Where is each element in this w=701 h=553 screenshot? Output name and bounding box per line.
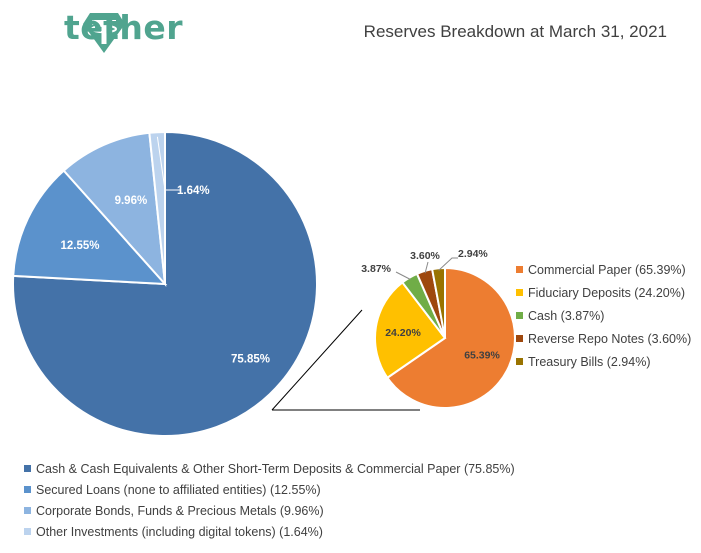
slice-data-label: 12.55%	[60, 240, 99, 252]
legend-swatch	[516, 312, 523, 319]
legend-item: Commercial Paper (65.39%)	[516, 258, 691, 281]
legend-label: Other Investments (including digital tok…	[36, 524, 323, 539]
legend-label: Commercial Paper (65.39%)	[528, 262, 686, 277]
legend-item: Corporate Bonds, Funds & Precious Metals…	[24, 500, 515, 521]
slice-data-label: 75.85%	[231, 354, 270, 366]
cash-breakdown-pie: 65.39% 24.20% 3.87% 3.60% 2.94%	[361, 248, 516, 409]
legend-label: Fiduciary Deposits (24.20%)	[528, 285, 686, 300]
legend-item: Treasury Bills (2.94%)	[516, 350, 691, 373]
legend-item: Cash & Cash Equivalents & Other Short-Te…	[24, 458, 515, 479]
legend-item: Fiduciary Deposits (24.20%)	[516, 281, 691, 304]
legend-swatch	[516, 358, 523, 365]
pie-slice	[374, 281, 447, 380]
pie-connector-lines	[271, 309, 420, 411]
slice-data-label: 2.94%	[458, 248, 488, 260]
slice-data-label: 65.39%	[464, 349, 500, 361]
label-leader-line	[438, 257, 458, 271]
pie-slice	[430, 266, 446, 339]
slice-data-label: 3.60%	[410, 250, 440, 262]
legend-label: Cash (3.87%)	[528, 308, 605, 323]
legend-label: Cash & Cash Equivalents & Other Short-Te…	[36, 461, 515, 476]
label-leader-line	[156, 136, 180, 191]
pie-slice	[148, 130, 166, 285]
legend-item: Cash (3.87%)	[516, 304, 691, 327]
label-leader-line	[395, 271, 411, 280]
legend-label: Reverse Repo Notes (3.60%)	[528, 331, 692, 346]
reserves-main-pie: 75.85% 12.55% 9.96% 1.64%	[12, 130, 318, 437]
legend-item: Secured Loans (none to affiliated entiti…	[24, 479, 515, 500]
tether-logo-icon	[83, 13, 125, 53]
chart-title: Reserves Breakdown at March 31, 2021	[363, 22, 667, 41]
legend-swatch	[24, 507, 31, 514]
connector-line-upper	[271, 309, 363, 411]
slice-data-label: 9.96%	[115, 195, 148, 207]
legend-swatch	[24, 486, 31, 493]
slice-data-label: 1.64%	[177, 185, 210, 197]
legend-swatch	[516, 266, 523, 273]
pie-slice	[12, 169, 168, 286]
legend-swatch	[516, 289, 523, 296]
label-leader-line	[424, 261, 429, 274]
pie-slice	[385, 266, 516, 409]
pie-slice	[12, 130, 318, 437]
slice-data-label: 3.87%	[361, 263, 391, 275]
legend-label: Treasury Bills (2.94%)	[528, 354, 651, 369]
slice-data-label: 24.20%	[385, 327, 421, 339]
legend-label: Secured Loans (none to affiliated entiti…	[36, 482, 321, 497]
reserves-legend: Cash & Cash Equivalents & Other Short-Te…	[24, 458, 515, 542]
breakdown-legend: Commercial Paper (65.39%) Fiduciary Depos…	[516, 258, 691, 373]
pie-slice	[62, 131, 167, 287]
legend-item: Reverse Repo Notes (3.60%)	[516, 327, 691, 350]
legend-swatch	[516, 335, 523, 342]
legend-item: Other Investments (including digital tok…	[24, 521, 515, 542]
legend-swatch	[24, 465, 31, 472]
brand-name: tether	[64, 8, 184, 47]
legend-swatch	[24, 528, 31, 535]
legend-label: Corporate Bonds, Funds & Precious Metals…	[36, 503, 324, 518]
